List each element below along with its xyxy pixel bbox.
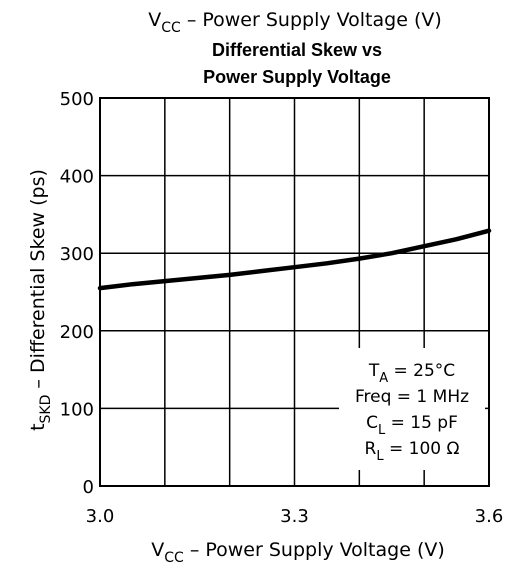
y-tick-label-2: 200 xyxy=(60,322,94,343)
x-tick-labels: 3.0 3.3 3.6 xyxy=(86,506,504,527)
y-tick-labels: 0 100 200 300 400 500 xyxy=(60,89,94,498)
x-tick-label-0: 3.0 xyxy=(86,506,115,527)
condition-1: Freq = 1 MHz xyxy=(355,387,469,407)
top-axis-label: VCC – Power Supply Voltage (V) xyxy=(148,9,442,36)
conditions-box xyxy=(339,348,485,470)
plot-frame xyxy=(99,97,490,487)
x-tick-label-2: 3.6 xyxy=(475,506,504,527)
chart-title-line-2: Power Supply Voltage xyxy=(203,67,391,87)
y-tick-label-4: 400 xyxy=(60,167,94,188)
y-tick-label-0: 0 xyxy=(83,477,94,498)
series-line-differential-skew xyxy=(97,228,492,291)
condition-3: RL = 100 Ω xyxy=(365,439,460,464)
y-axis-label: tSKD – Differential Skew (ps) xyxy=(27,169,54,431)
chart-title-line-1: Differential Skew vs xyxy=(212,40,382,60)
x-axis-label: VCC – Power Supply Voltage (V) xyxy=(151,539,445,566)
condition-0: TA = 25°C xyxy=(368,361,455,386)
y-tick-label-3: 300 xyxy=(60,244,94,265)
y-tick-label-5: 500 xyxy=(60,89,94,110)
condition-2: CL = 15 pF xyxy=(366,413,458,438)
x-tick-label-1: 3.3 xyxy=(280,506,309,527)
y-tick-label-1: 100 xyxy=(60,399,94,420)
